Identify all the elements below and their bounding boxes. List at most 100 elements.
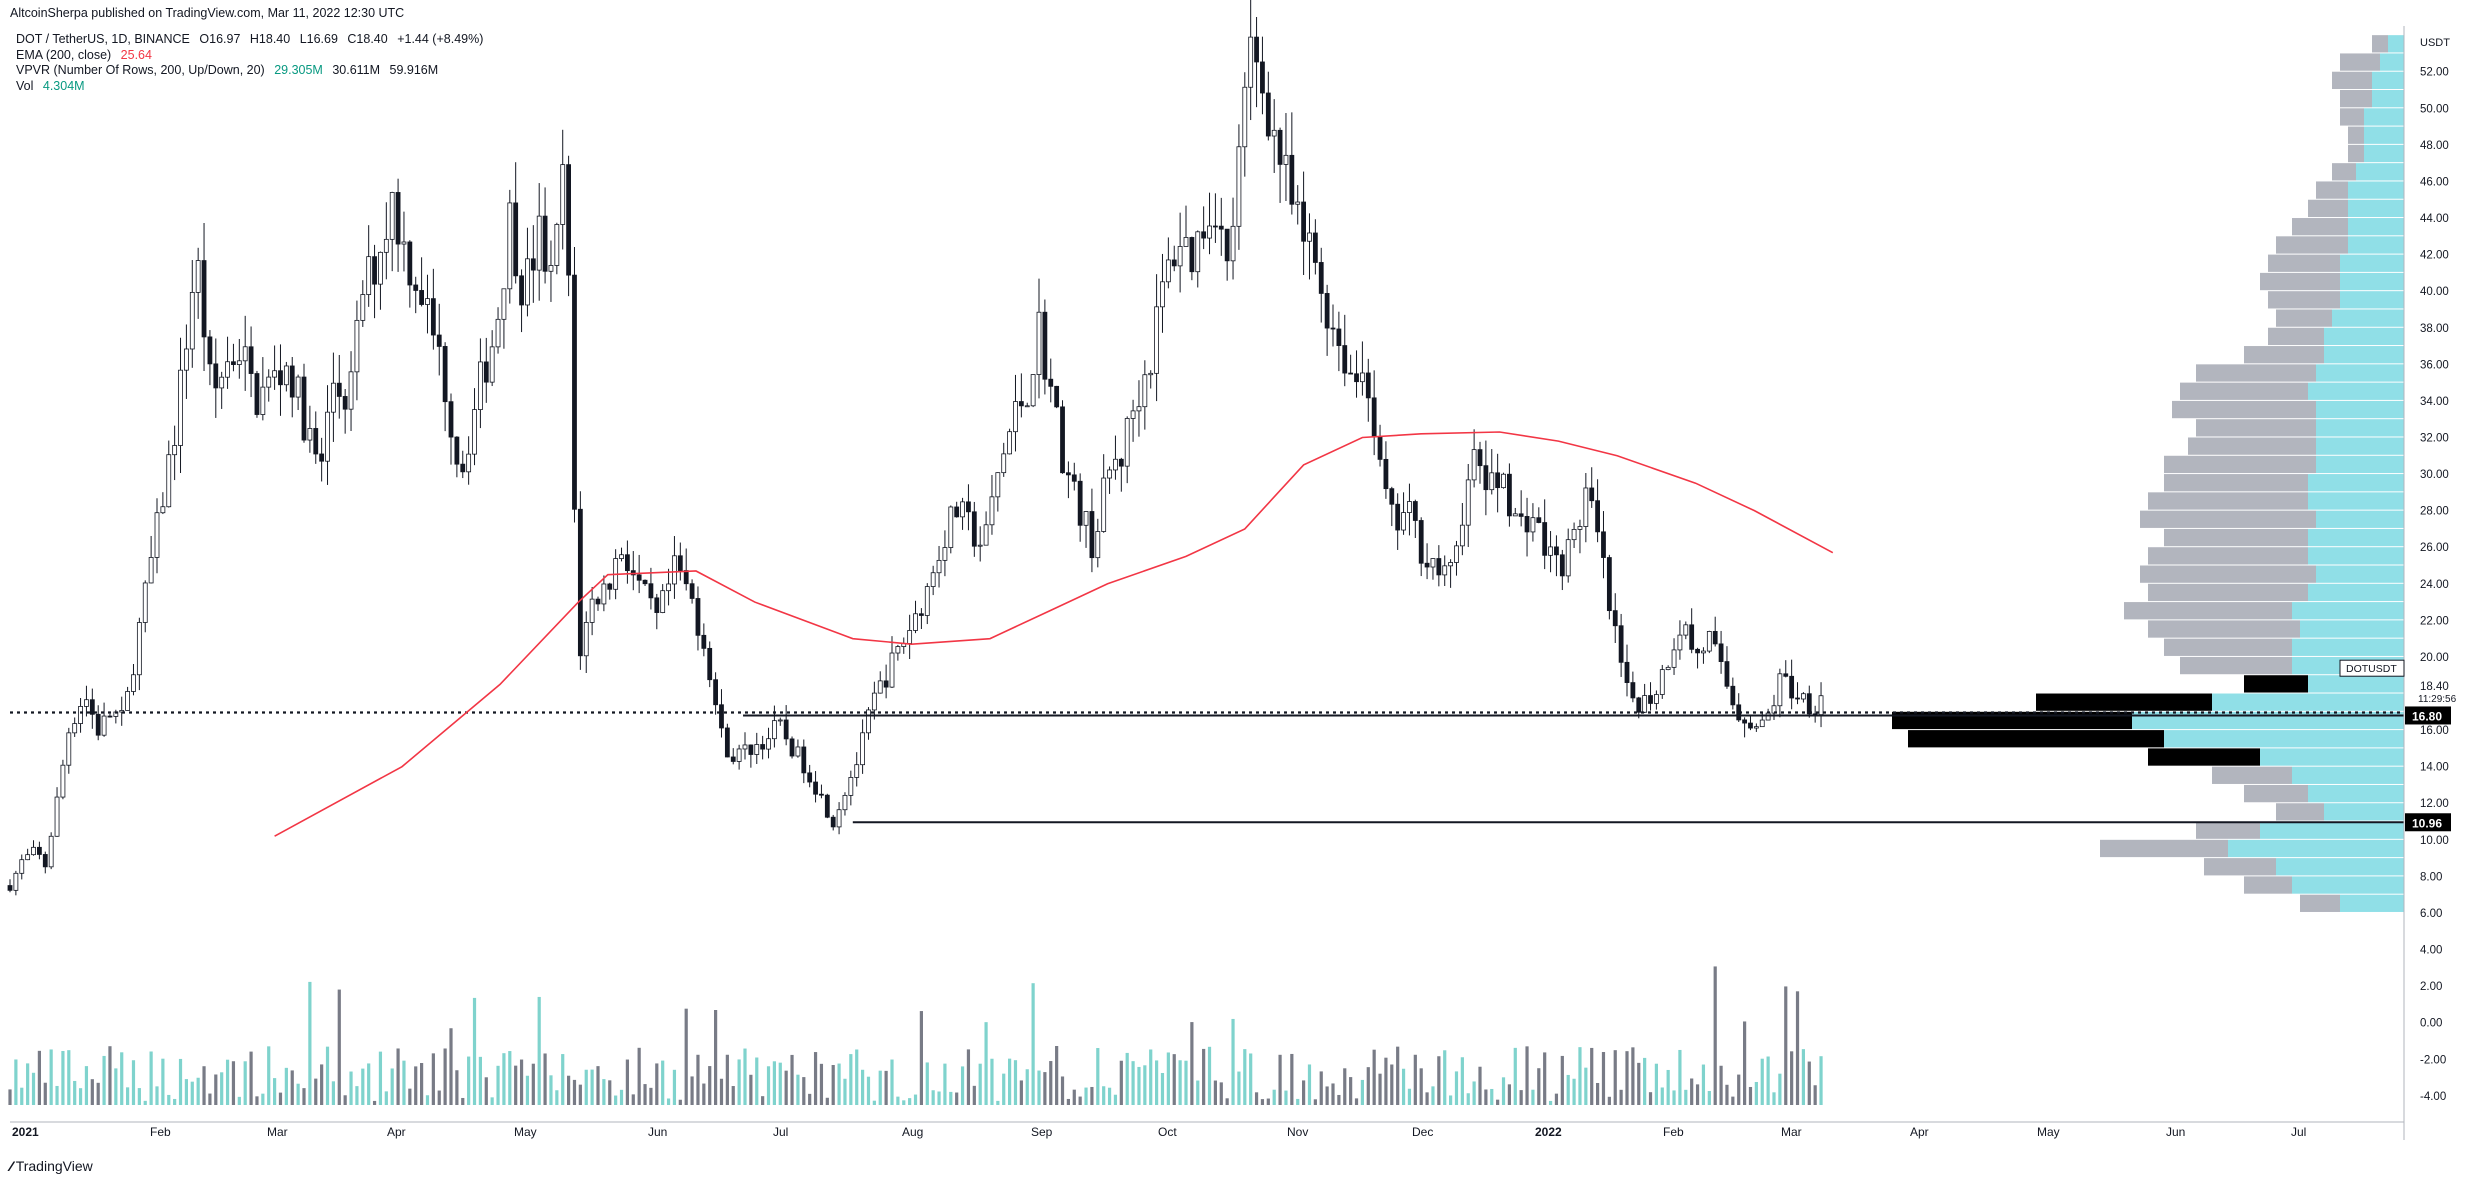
- candle-body: [789, 738, 795, 757]
- vpvr-up-bar: [2308, 474, 2404, 492]
- volume-bar: [1425, 1092, 1429, 1105]
- volume-bar: [884, 1070, 888, 1105]
- ema-line: [274, 431, 1834, 837]
- volume-bar: [1025, 1069, 1029, 1105]
- time-tick-label: May: [2037, 1125, 2060, 1139]
- volume-bar: [813, 1052, 818, 1105]
- vpvr-down-bar: [2148, 583, 2308, 602]
- volume-bar: [1237, 1071, 1241, 1105]
- volume-bar: [1160, 1072, 1165, 1105]
- candle-body: [1530, 517, 1536, 533]
- volume-bar: [1643, 1057, 1647, 1105]
- volume-bar: [572, 1079, 577, 1105]
- vpvr-down-bar: [2260, 272, 2340, 291]
- candle-body: [572, 274, 577, 510]
- volume-bar: [390, 1068, 394, 1105]
- volume-bar: [561, 1054, 565, 1105]
- ohlc-close: C18.40: [347, 32, 388, 46]
- volume-bar: [96, 1082, 100, 1105]
- time-tick-label: 2021: [12, 1125, 39, 1139]
- volume-legend[interactable]: Vol 4.304M: [16, 79, 91, 93]
- volume-bar: [1748, 1086, 1753, 1105]
- volume-bar: [178, 1058, 183, 1105]
- volume-bar: [1307, 1064, 1312, 1105]
- volume-bar: [331, 1081, 335, 1105]
- candle-body: [183, 348, 189, 371]
- candle-body: [1489, 472, 1495, 491]
- candle-body: [1301, 201, 1306, 242]
- volume-bar: [978, 1063, 982, 1105]
- volume-bar: [643, 1084, 647, 1105]
- candle-body: [1324, 293, 1330, 329]
- candle-body: [195, 260, 201, 293]
- volume-bar: [220, 1072, 224, 1105]
- volume-bar: [484, 1077, 488, 1105]
- vpvr-up-bar: [2308, 675, 2404, 693]
- volume-bar: [1096, 1048, 1100, 1105]
- candle-body: [1407, 501, 1412, 513]
- volume-bar: [78, 1088, 83, 1105]
- volume-bar: [1431, 1086, 1435, 1105]
- volume-bar: [1813, 1085, 1817, 1105]
- vpvr-up-bar: [2308, 492, 2404, 510]
- candle-body: [1601, 531, 1606, 558]
- ema-label: EMA (200, close): [16, 48, 112, 62]
- candle-body: [1071, 474, 1077, 482]
- price-tick-label: 10.00: [2420, 835, 2449, 847]
- candle-body: [1801, 693, 1806, 700]
- volume-bar: [1737, 1074, 1741, 1105]
- volume-bar: [55, 1085, 59, 1105]
- volume-bar: [467, 1056, 471, 1105]
- volume-bar: [437, 1090, 441, 1105]
- candle-body: [1448, 562, 1453, 567]
- candle-body: [1589, 487, 1595, 502]
- candle-body: [1107, 469, 1112, 479]
- candle-body: [854, 764, 860, 778]
- candle-body: [430, 298, 436, 336]
- time-tick-label: Apr: [1910, 1125, 1929, 1139]
- volume-bar: [1601, 1052, 1606, 1105]
- candle-body: [654, 597, 660, 613]
- volume-bar: [425, 1095, 430, 1105]
- vpvr-legend[interactable]: VPVR (Number Of Rows, 200, Up/Down, 20) …: [16, 63, 444, 77]
- vpvr-up-bar: [2308, 784, 2404, 803]
- vpvr-down-bar: [2268, 291, 2340, 309]
- candle-body: [1354, 373, 1359, 383]
- volume-bar: [1666, 1069, 1670, 1105]
- volume-bar: [490, 1097, 494, 1105]
- volume-bar: [1537, 1068, 1541, 1105]
- vpvr-down-bar: [2196, 821, 2260, 839]
- candle-body: [1295, 201, 1301, 205]
- candle-body: [966, 501, 971, 513]
- candle-body: [1571, 529, 1577, 541]
- volume-bar: [1102, 1086, 1106, 1105]
- volume-bar: [949, 1091, 953, 1105]
- ema-value: 25.64: [120, 48, 152, 62]
- candle-body: [383, 238, 389, 253]
- volume-bar: [1572, 1078, 1576, 1105]
- candle-body: [1595, 500, 1600, 533]
- tradingview-logo[interactable]: ⁄⁄ TradingView: [10, 1158, 93, 1174]
- candle-body: [1066, 472, 1071, 476]
- candle-body: [677, 555, 683, 571]
- price-tick-label: 32.00: [2420, 432, 2449, 444]
- vpvr-up-bar: [2340, 254, 2404, 272]
- price-tick-label: 12.00: [2420, 798, 2449, 810]
- candlesticks: [7, 0, 1824, 896]
- volume-bar: [1378, 1073, 1382, 1105]
- vpvr-down-bar: [2268, 254, 2340, 272]
- vpvr-down-bar: [2276, 803, 2324, 821]
- volume-bar: [1343, 1068, 1347, 1105]
- candle-body: [472, 409, 477, 455]
- candle-body: [84, 699, 89, 707]
- volume-bar: [955, 1092, 959, 1105]
- candle-body: [1424, 562, 1430, 568]
- candle-body: [254, 373, 260, 415]
- volume-bar: [1543, 1052, 1547, 1105]
- volume-bar: [1249, 1053, 1253, 1105]
- volume-bar: [1031, 983, 1035, 1105]
- vpvr-down-bar: [2164, 638, 2292, 656]
- ema-legend[interactable]: EMA (200, close) 25.64: [16, 48, 158, 62]
- volume-bar: [990, 1058, 994, 1105]
